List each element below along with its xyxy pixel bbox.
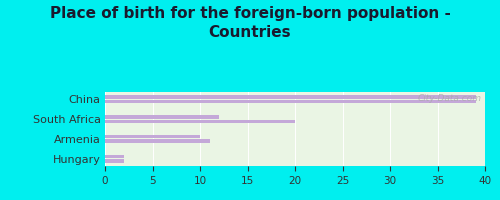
Bar [105,159,124,163]
Bar [105,139,210,143]
Bar [105,100,476,103]
Bar [105,155,124,158]
Bar [105,115,219,119]
Bar [105,135,200,138]
Text: Place of birth for the foreign-born population -
Countries: Place of birth for the foreign-born popu… [50,6,450,40]
Text: City-Data.com: City-Data.com [417,94,481,103]
Bar [105,120,295,123]
Bar [105,95,476,99]
